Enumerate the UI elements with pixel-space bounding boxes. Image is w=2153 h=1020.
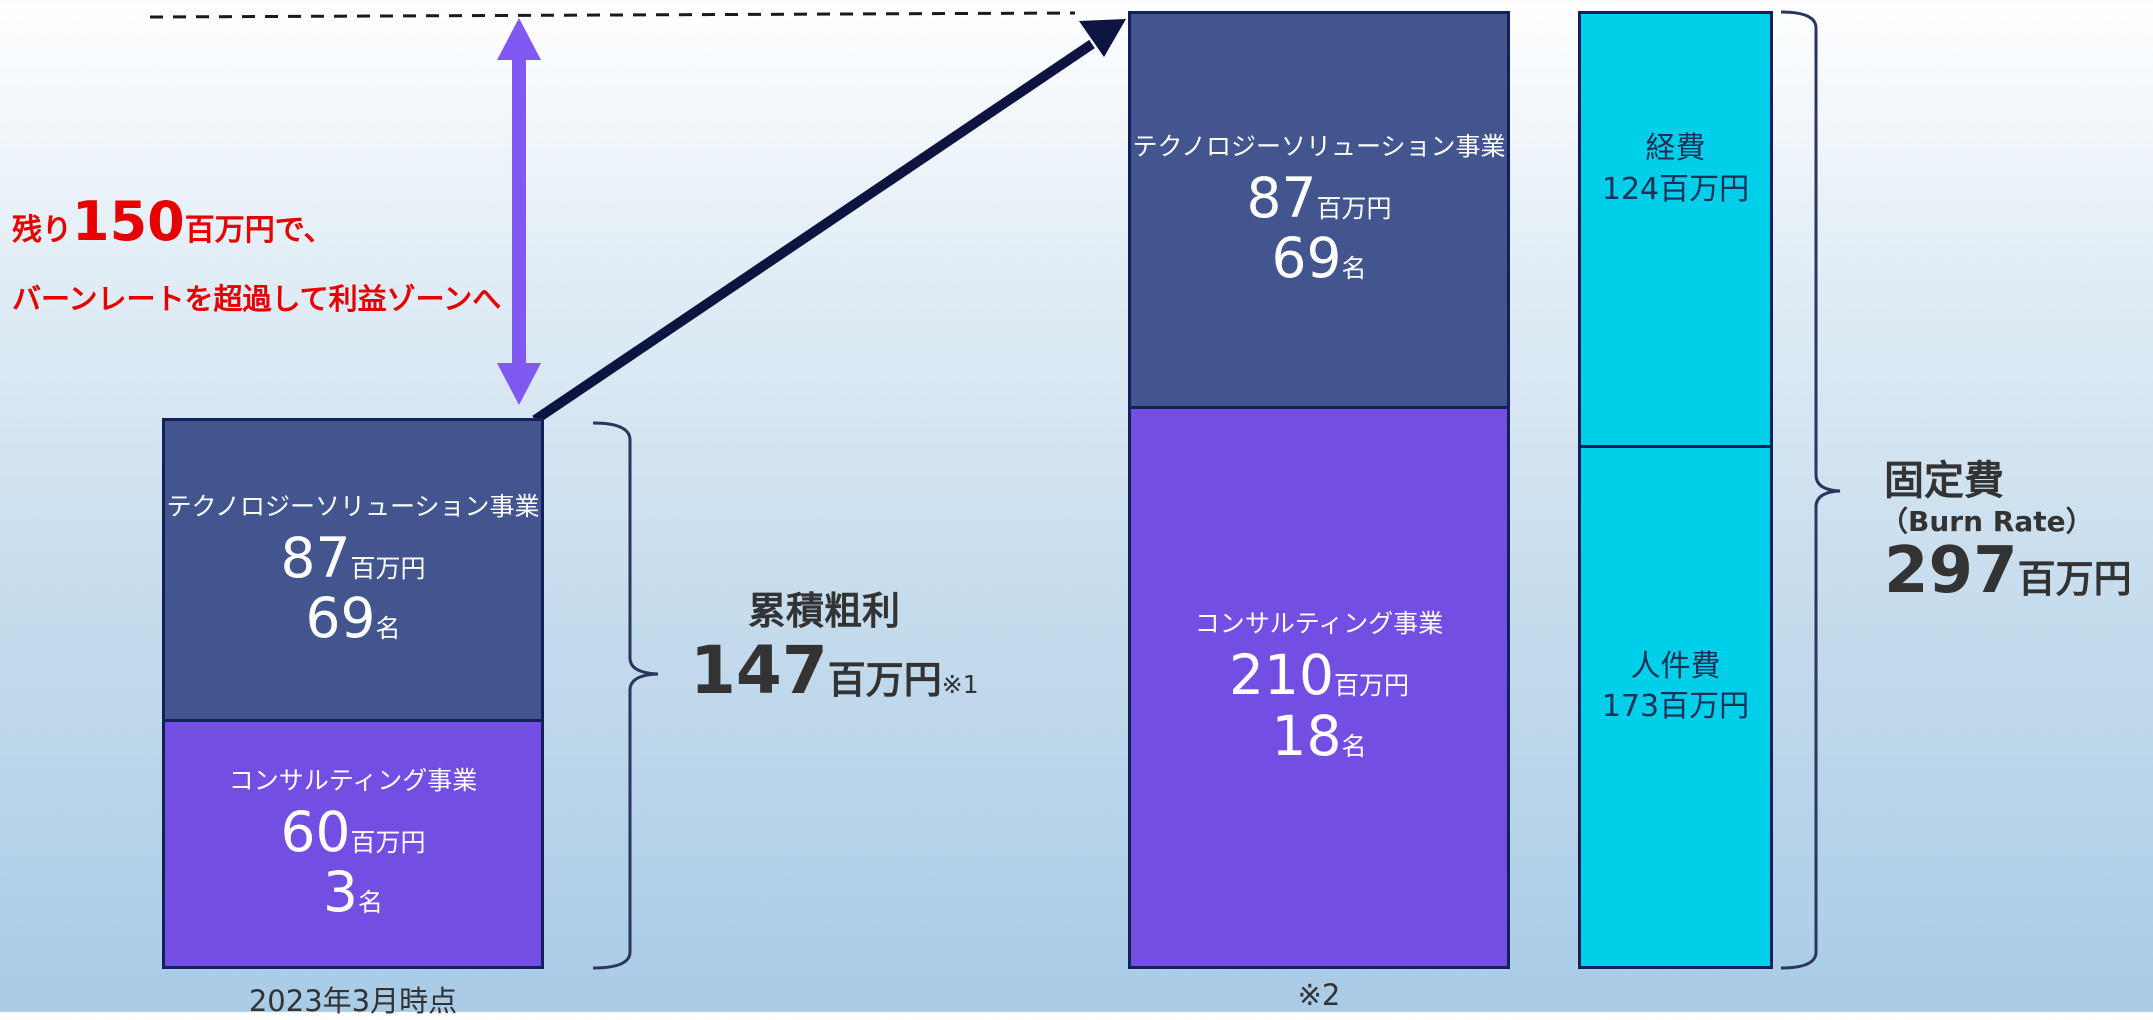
personnel-value: 173百万円	[1601, 689, 1750, 724]
segment-label: コンサルティング事業	[1194, 609, 1444, 638]
middle-stack-caption: ※2	[1297, 978, 1341, 1012]
fixed-cost-title: 固定費	[1884, 458, 2004, 504]
expenses-segment: 経費 124百万円	[1578, 11, 1773, 448]
people-unit: 名	[1341, 731, 1367, 761]
segment-label: テクノロジーソリューション事業	[1132, 131, 1506, 161]
cumulative-note: ※1	[941, 670, 979, 699]
fixed-cost-subtitle: （Burn Rate）	[1880, 505, 2094, 538]
personnel-label: 人件費	[1630, 648, 1721, 684]
segment-people: 3名	[323, 862, 383, 923]
amount-value: 60	[280, 799, 351, 864]
people-value: 18	[1271, 703, 1342, 768]
segment-people: 18名	[1271, 703, 1367, 768]
expenses-value: 124百万円	[1601, 171, 1750, 207]
people-value: 3	[322, 860, 358, 924]
remaining-suffix: 百万円で、	[184, 213, 334, 248]
people-unit: 名	[1341, 254, 1367, 283]
growth-arrow	[532, 19, 1126, 425]
left-stack-caption: 2023年3月時点	[248, 984, 458, 1018]
segment-label: テクノロジーソリューション事業	[166, 491, 540, 521]
fixed-cost-unit: 百万円	[2017, 557, 2132, 601]
remaining-prefix: 残り	[12, 213, 72, 248]
left-consulting-segment: コンサルティング事業 60百万円 3名	[162, 719, 544, 969]
people-unit: 名	[375, 614, 401, 643]
segment-amount: 87百万円	[280, 525, 426, 590]
people-unit: 名	[357, 888, 383, 917]
fixed-cost-value: 297	[1884, 534, 2018, 608]
segment-people: 69名	[1271, 228, 1366, 289]
cumulative-value: 147	[690, 632, 828, 709]
personnel-segment: 人件費 173百万円	[1578, 445, 1773, 969]
amount-value: 87	[1246, 165, 1317, 230]
people-value: 69	[305, 586, 376, 650]
middle-consulting-segment: コンサルティング事業 210百万円 18名	[1128, 406, 1510, 969]
segment-amount: 87百万円	[1246, 165, 1392, 230]
segment-people: 69名	[305, 588, 400, 649]
gap-double-arrow	[497, 18, 541, 405]
segment-amount: 60百万円	[280, 799, 426, 864]
target-dashed-line	[149, 11, 1076, 19]
remaining-note-line1: 残り150百万円で、	[12, 190, 334, 253]
expenses-label: 経費	[1645, 131, 1706, 166]
amount-unit: 百万円	[1316, 193, 1392, 223]
cumulative-brace	[592, 421, 659, 970]
segment-amount: 210百万円	[1229, 645, 1409, 706]
amount-value: 210	[1229, 643, 1334, 707]
amount-value: 87	[280, 525, 351, 590]
fixed-cost-brace	[1780, 10, 1841, 970]
remaining-value: 150	[72, 190, 185, 253]
amount-unit: 百万円	[1333, 671, 1409, 700]
segment-label: コンサルティング事業	[228, 765, 478, 795]
amount-unit: 百万円	[350, 827, 426, 857]
cumulative-unit: 百万円	[827, 658, 942, 702]
left-tech-segment: テクノロジーソリューション事業 87百万円 69名	[162, 418, 544, 722]
people-value: 69	[1271, 226, 1342, 290]
fixed-cost-total: 297百万円	[1884, 534, 2132, 608]
cumulative-title: 累積粗利	[748, 589, 901, 633]
remaining-note-line2: バーンレートを超過して利益ゾーンへ	[12, 282, 502, 316]
middle-tech-segment: テクノロジーソリューション事業 87百万円 69名	[1128, 11, 1510, 409]
amount-unit: 百万円	[350, 553, 426, 583]
cumulative-total: 147百万円※1	[690, 632, 979, 709]
